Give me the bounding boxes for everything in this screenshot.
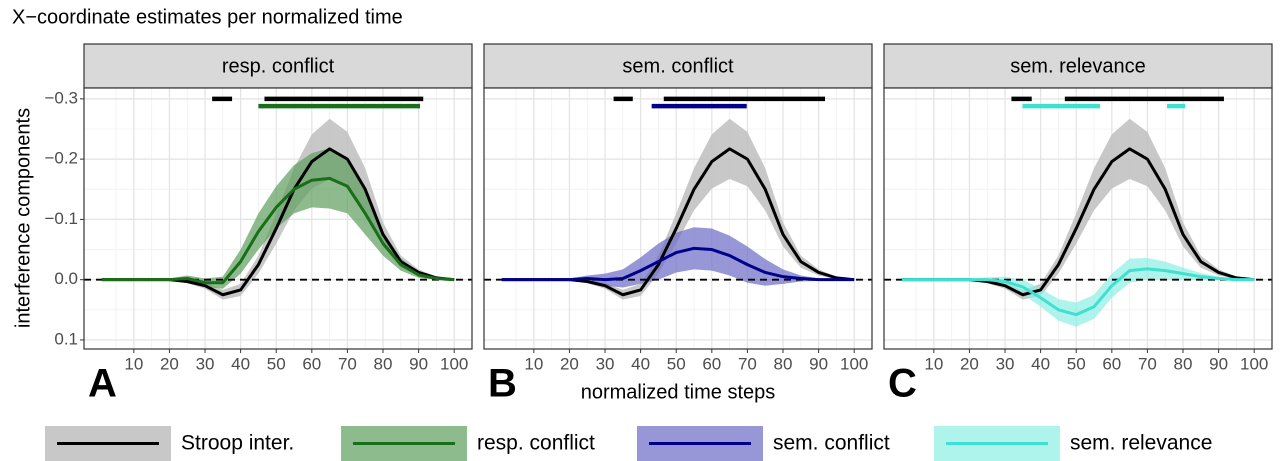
x-tick-label: 90	[809, 354, 828, 373]
x-tick-label: 100	[1240, 354, 1268, 373]
x-tick-label: 80	[1174, 354, 1193, 373]
x-tick-label: 90	[409, 354, 428, 373]
x-tick-label: 20	[160, 354, 179, 373]
panel-label: C	[888, 362, 917, 406]
x-tick-label: 80	[374, 354, 393, 373]
y-tick-label: −0.2	[44, 149, 78, 168]
strip	[83, 43, 473, 89]
x-tick-label: 40	[1031, 354, 1050, 373]
series-line	[901, 267, 1255, 317]
x-tick-label: 40	[631, 354, 650, 373]
x-tick-label: 60	[302, 354, 321, 373]
legend-label: sem. relevance	[1070, 432, 1212, 455]
confidence-band	[901, 118, 1255, 300]
panel-border	[83, 87, 473, 350]
x-tick-label: 70	[338, 354, 357, 373]
legend-label: sem. conflict	[773, 432, 890, 455]
x-tick-label: 50	[267, 354, 286, 373]
series-line	[101, 176, 455, 285]
x-tick-label: 70	[1138, 354, 1157, 373]
confidence-band	[101, 148, 455, 289]
x-tick-label: 30	[596, 354, 615, 373]
confidence-band	[901, 257, 1255, 327]
series-line	[501, 246, 855, 282]
page-title: X−coordinate estimates per normalized ti…	[12, 6, 403, 28]
panel-label: A	[88, 362, 117, 406]
strip-title: sem. relevance	[1010, 55, 1146, 77]
x-tick-label: 50	[1067, 354, 1086, 373]
strip	[883, 43, 1273, 89]
strip-title: sem. conflict	[622, 55, 734, 77]
x-tick-label: 20	[960, 354, 979, 373]
x-tick-label: 60	[1102, 354, 1121, 373]
x-tick-label: 70	[738, 354, 757, 373]
x-tick-label: 10	[524, 354, 543, 373]
panel-border	[483, 87, 873, 350]
y-tick-label: −0.3	[44, 88, 78, 107]
x-tick-label: 10	[924, 354, 943, 373]
x-tick-label: 100	[840, 354, 868, 373]
x-tick-label: 50	[667, 354, 686, 373]
x-tick-label: 90	[1209, 354, 1228, 373]
panel-label: B	[488, 362, 517, 406]
strip	[483, 43, 873, 89]
x-tick-label: 100	[440, 354, 468, 373]
x-tick-label: 40	[231, 354, 250, 373]
legend-label: resp. conflict	[477, 432, 595, 455]
legend-label: Stroop inter.	[181, 432, 294, 455]
y-tick-label: 0.0	[54, 269, 78, 288]
strip-title: resp. conflict	[222, 55, 335, 77]
x-tick-label: 10	[124, 354, 143, 373]
y-tick-label: 0.1	[54, 329, 78, 348]
y-axis-label: interference components	[12, 108, 34, 328]
x-tick-label: 30	[196, 354, 215, 373]
x-tick-label: 30	[996, 354, 1015, 373]
x-tick-label: 80	[774, 354, 793, 373]
panel-border	[883, 87, 1273, 350]
confidence-band	[501, 118, 855, 300]
x-tick-label: 20	[560, 354, 579, 373]
x-axis-label: normalized time steps	[581, 381, 776, 403]
x-tick-label: 60	[702, 354, 721, 373]
y-tick-label: −0.1	[44, 209, 78, 228]
